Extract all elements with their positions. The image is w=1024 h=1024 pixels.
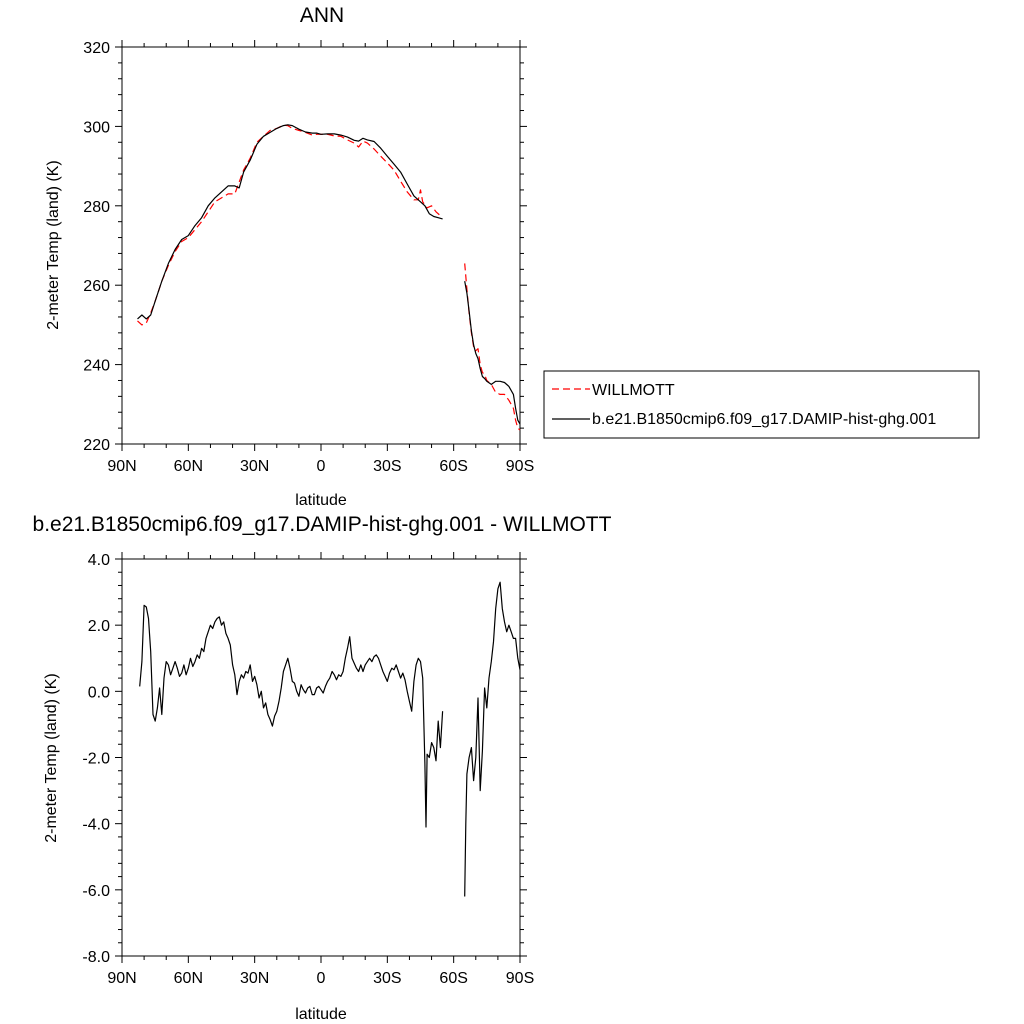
top-x-tick-label: 90S — [506, 458, 534, 475]
top-y-axis-label: 2-meter Temp (land) (K) — [45, 160, 62, 330]
top-panel: ANN 90N 60N 30N 0 30S 60S 90S 220 240 260 280 300 32… — [45, 4, 980, 509]
top-x-tick-label: 90N — [107, 458, 136, 475]
top-x-axis-label: latitude — [295, 492, 347, 509]
legend: WILLMOTT b.e21.B1850cmip6.f09_g17.DAMIP-… — [543, 370, 980, 439]
bottom-y-tick-label: 0.0 — [88, 684, 110, 701]
bottom-panel: b.e21.B1850cmip6.f09_g17.DAMIP-hist-ghg.… — [33, 513, 612, 1023]
legend-box — [543, 370, 980, 439]
top-series-1-line-segment-0 — [137, 124, 443, 320]
bottom-y-tick-label: 4.0 — [88, 552, 110, 569]
top-y-tick-label: 320 — [83, 40, 110, 57]
top-axis-ticks: 90N 60N 30N 0 30S 60S 90S 220 240 260 280 300 320 — [83, 40, 534, 475]
top-chart-title: ANN — [300, 4, 344, 27]
bottom-y-tick-label: -2.0 — [82, 751, 110, 768]
top-x-tick-label: 30S — [373, 458, 401, 475]
top-series-0-line-segment-0 — [137, 124, 441, 326]
bottom-x-tick-label: 90N — [107, 970, 136, 987]
top-x-tick-label: 0 — [317, 458, 326, 475]
bottom-series-layer — [139, 581, 521, 897]
top-plot-frame — [121, 46, 521, 445]
bottom-y-tick-label: 2.0 — [88, 618, 110, 635]
bottom-y-axis-label: 2-meter Temp (land) (K) — [43, 673, 60, 843]
bottom-x-tick-label: 60S — [439, 970, 467, 987]
top-x-tick-label: 60N — [174, 458, 203, 475]
bottom-x-tick-label: 60N — [174, 970, 203, 987]
top-y-tick-label: 280 — [83, 199, 110, 216]
top-y-tick-label: 240 — [83, 358, 110, 375]
bottom-x-axis-label: latitude — [295, 1006, 347, 1023]
top-x-tick-label: 30N — [240, 458, 269, 475]
bottom-y-tick-label: -6.0 — [82, 883, 110, 900]
bottom-x-tick-label: 90S — [506, 970, 534, 987]
bottom-series-0-line-segment-1 — [464, 581, 521, 897]
top-x-tick-label: 60S — [439, 458, 467, 475]
bottom-axis-ticks: 90N 60N 30N 0 30S 60S 90S -8.0 -6.0 -4.0 -2.0 0.0 2.… — [82, 552, 534, 987]
bottom-chart-title: b.e21.B1850cmip6.f09_g17.DAMIP-hist-ghg.… — [33, 513, 612, 536]
bottom-series-0-line-segment-0 — [139, 604, 444, 828]
top-series-1-line-segment-1 — [464, 281, 521, 425]
top-series-layer — [137, 124, 521, 431]
top-y-tick-label: 260 — [83, 278, 110, 295]
legend-label-willmott: WILLMOTT — [592, 382, 675, 399]
bottom-x-tick-label: 0 — [317, 970, 326, 987]
bottom-x-tick-label: 30S — [373, 970, 401, 987]
bottom-y-tick-label: -8.0 — [82, 949, 110, 966]
top-series-0-line-segment-1 — [464, 263, 521, 431]
bottom-y-tick-label: -4.0 — [82, 817, 110, 834]
legend-label-model: b.e21.B1850cmip6.f09_g17.DAMIP-hist-ghg.… — [592, 411, 936, 428]
bottom-x-tick-label: 30N — [240, 970, 269, 987]
bottom-plot-frame — [121, 558, 521, 957]
top-y-tick-label: 220 — [83, 437, 110, 454]
top-y-tick-label: 300 — [83, 119, 110, 136]
